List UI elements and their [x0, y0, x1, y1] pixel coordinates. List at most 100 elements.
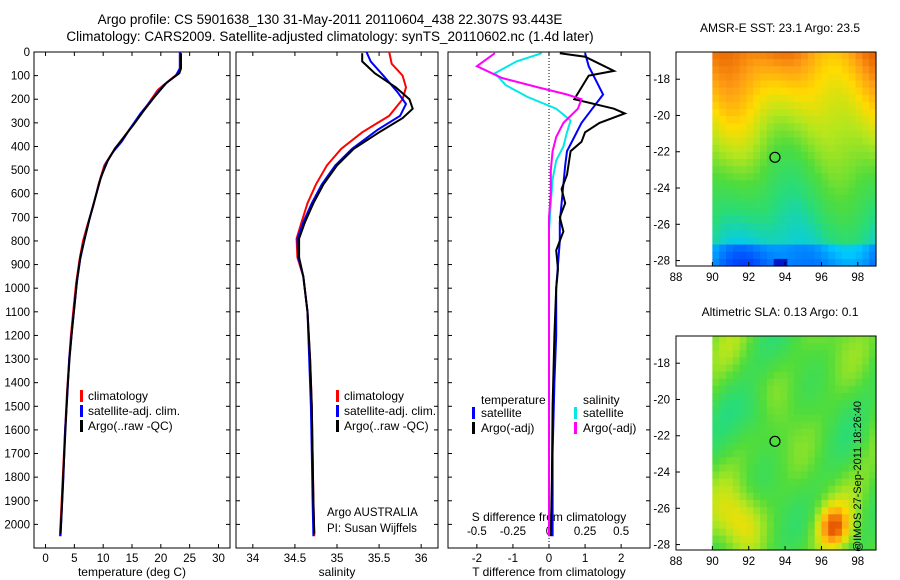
sla-cell [794, 485, 802, 494]
sst-cell [739, 116, 748, 124]
sla-cell [760, 507, 768, 515]
sst-cell [712, 237, 720, 246]
sst-cell [869, 216, 877, 224]
sst-cell [719, 187, 727, 196]
sst-cell [801, 123, 809, 132]
sla-cell [787, 443, 795, 451]
sla-cell [719, 521, 727, 530]
sst-cell [780, 80, 788, 89]
sst-cell [739, 137, 748, 146]
sst-cell [814, 201, 823, 210]
sst-cell [780, 130, 788, 139]
sla-y-tick-label: -20 [653, 394, 670, 406]
sla-cell [766, 464, 775, 473]
sla-cell [828, 343, 836, 351]
sst-cell [835, 237, 843, 246]
sst-cell [869, 201, 877, 210]
sst-cell [848, 87, 857, 96]
sla-cell [828, 521, 836, 530]
sla-cell [828, 400, 836, 408]
sst-cell [807, 166, 816, 174]
sla-cell [841, 364, 850, 373]
sla-cell [766, 371, 775, 380]
sla-cell [794, 350, 802, 358]
sst-cell [773, 230, 782, 239]
sst-cell [814, 94, 823, 103]
x-axis-label: salinity [319, 565, 356, 579]
sst-cell [726, 137, 734, 146]
sst-cell [855, 101, 863, 110]
sla-cell [821, 457, 829, 465]
sst-cell [835, 66, 843, 74]
sla-cell [862, 400, 870, 408]
sst-cell [869, 59, 877, 67]
sst-cell [780, 52, 788, 60]
sla-cell [821, 364, 829, 373]
sst-cell [746, 208, 754, 217]
sla-cell [835, 443, 843, 451]
sla-cell [753, 400, 761, 408]
sst-cell [821, 166, 829, 174]
sst-cell [719, 258, 727, 267]
sla-cell [766, 364, 775, 373]
sla-y-tick-label: -22 [653, 431, 670, 443]
y-tick-label: 1700 [4, 449, 30, 461]
sla-cell [780, 350, 788, 358]
top-tick-label: -0.5 [467, 526, 487, 538]
sst-x-tick-label: 98 [851, 272, 864, 284]
sst-cell [828, 80, 836, 89]
sla-cell [807, 507, 816, 515]
sst-cell [848, 101, 857, 110]
sla-cell [801, 443, 809, 451]
sst-cell [794, 244, 802, 253]
sla-cell [848, 514, 857, 523]
sla-cell [739, 542, 748, 551]
sla-cell [835, 407, 843, 416]
sst-cell [841, 73, 850, 82]
sst-cell [753, 87, 761, 96]
sla-cell [821, 378, 829, 387]
sla-y-tick-label: -28 [653, 540, 670, 552]
sla-cell [807, 336, 816, 344]
sst-cell [773, 94, 782, 103]
sla-cell [739, 457, 748, 465]
sst-cell [753, 159, 761, 167]
sst-cell [712, 101, 720, 110]
sst-cell [869, 109, 877, 117]
sst-cell [814, 101, 823, 110]
sla-cell [712, 450, 720, 458]
sst-cell [787, 80, 795, 89]
sst-map-frame [675, 51, 877, 267]
sla-cell [732, 343, 741, 351]
sla-cell [794, 492, 802, 501]
sla-cell [835, 385, 843, 394]
sst-cell [739, 87, 748, 96]
sla-cell [841, 443, 850, 451]
sst-cell [807, 258, 816, 267]
sla-cell [855, 428, 863, 437]
sla-cell [862, 371, 870, 380]
sla-cell [787, 336, 795, 344]
sst-cell [787, 52, 795, 60]
sst-cell [780, 230, 788, 239]
sla-cell [766, 500, 775, 508]
sla-cell [821, 485, 829, 494]
sla-cell [739, 528, 748, 537]
sst-cell [807, 66, 816, 74]
sla-cell [780, 428, 788, 437]
sla-cell [869, 336, 877, 344]
sst-cell [732, 116, 741, 124]
sla-cell [848, 371, 857, 380]
sst-cell [841, 52, 850, 60]
sla-cell [753, 507, 761, 515]
sla-cell [766, 542, 775, 551]
sla-cell [746, 371, 754, 380]
sst-cell [821, 230, 829, 239]
sla-cell [855, 443, 863, 451]
diff-legend-label: satellite [583, 406, 624, 420]
sla-cell [739, 514, 748, 523]
sst-cell [719, 101, 727, 110]
sst-cell [753, 173, 761, 181]
sla-cell [739, 378, 748, 387]
sst-cell [780, 144, 788, 153]
